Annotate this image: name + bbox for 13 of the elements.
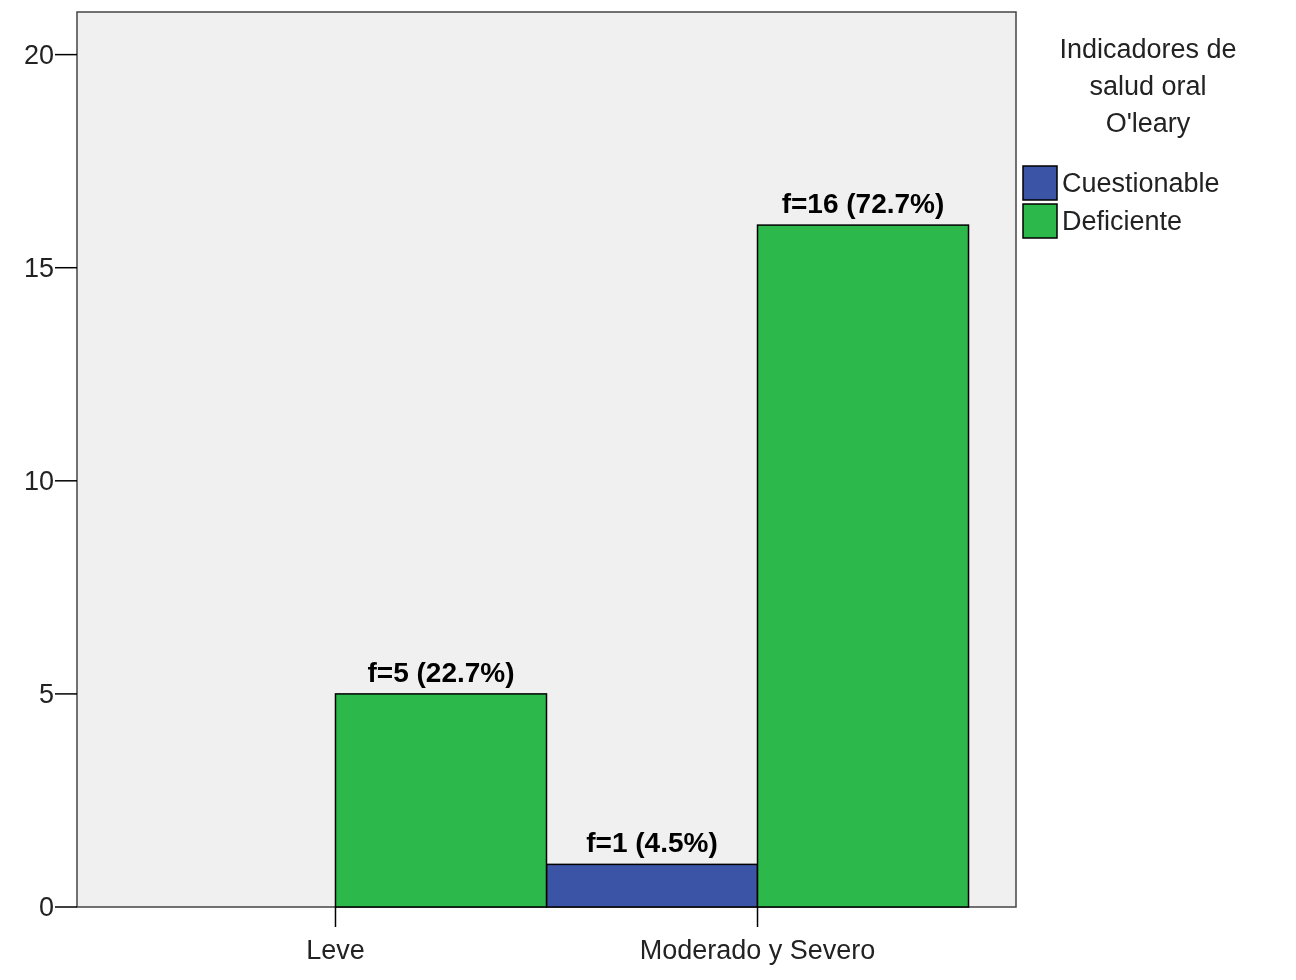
x-tick-label: Leve	[306, 935, 365, 965]
y-tick-label: 5	[38, 679, 54, 710]
legend-label: Cuestionable	[1062, 168, 1220, 199]
data-label: f=16 (72.7%)	[781, 188, 945, 220]
data-label: f=5 (22.7%)	[367, 656, 515, 688]
data-label: f=1 (4.5%)	[586, 827, 718, 859]
y-tick-label: 0	[38, 892, 54, 923]
y-tick-label: 10	[23, 466, 54, 497]
x-tick-label: Moderado y Severo	[639, 935, 876, 965]
y-tick-label: 20	[23, 40, 54, 71]
legend-label: Deficiente	[1062, 206, 1183, 237]
y-tick-label: 15	[23, 253, 54, 284]
legend-title: Indicadores de salud oral O'leary	[1059, 34, 1237, 138]
